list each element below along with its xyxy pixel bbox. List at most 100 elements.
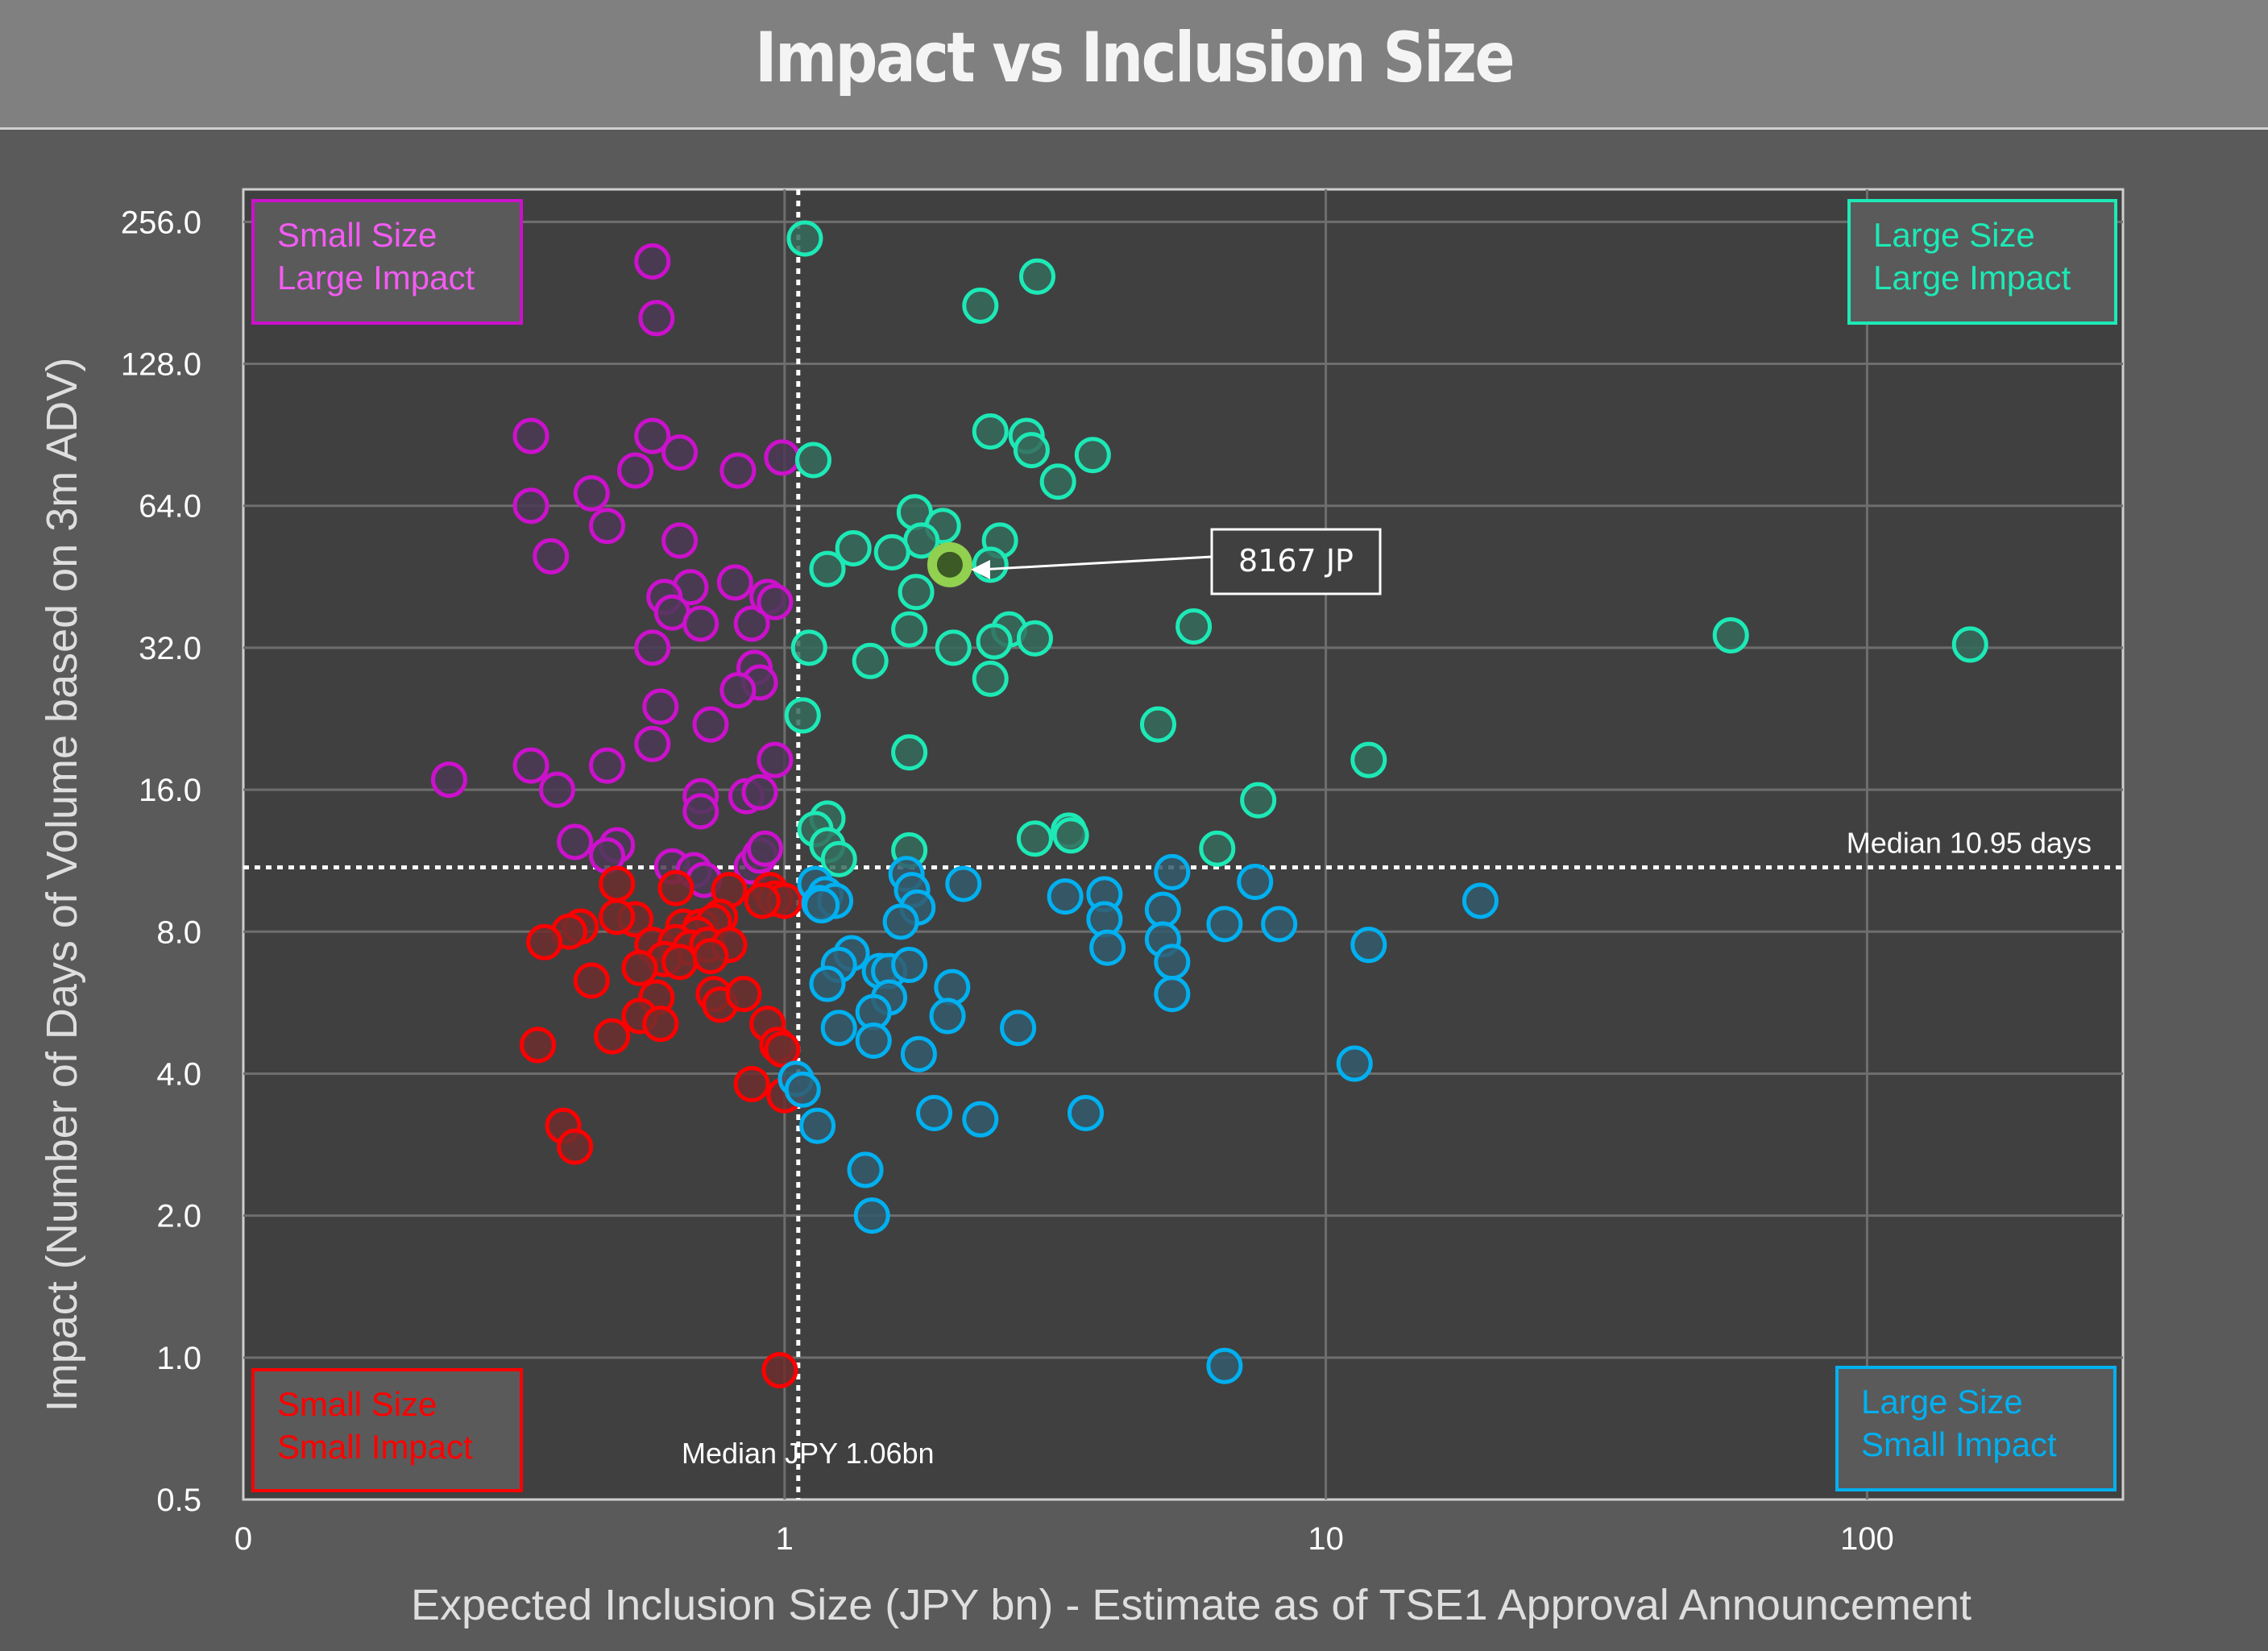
quadrant-text: Small Size	[277, 216, 437, 254]
y-tick-label: 32.0	[139, 631, 201, 666]
data-point	[900, 1035, 937, 1072]
median-y-label: Median 10.95 days	[1847, 826, 2092, 859]
quadrant-text: Large Impact	[1873, 259, 2071, 297]
callout-arrowhead-icon	[970, 559, 990, 579]
x-tick-label: 100	[1840, 1521, 1894, 1557]
data-point	[1000, 1010, 1037, 1047]
data-point	[1039, 463, 1076, 500]
data-point	[1336, 1045, 1373, 1082]
data-point	[1199, 830, 1236, 867]
data-point	[976, 623, 1013, 660]
data-point	[657, 869, 694, 906]
data-point	[1951, 626, 1988, 663]
data-point	[634, 417, 671, 454]
y-tick-label: 1.0	[156, 1341, 201, 1376]
data-point	[929, 998, 966, 1035]
data-point	[799, 1107, 836, 1144]
title-bar: Impact vs Inclusion Size	[0, 0, 2268, 130]
quadrant-text: Large Size	[1861, 1383, 2023, 1421]
data-points	[430, 220, 1988, 1389]
data-point	[1712, 616, 1749, 653]
y-tick-label: 256.0	[121, 205, 201, 240]
data-point	[1074, 437, 1111, 474]
series-large-size-large-impact	[784, 220, 1988, 877]
data-point	[1089, 929, 1126, 966]
x-tick-label: 10	[1308, 1521, 1344, 1557]
data-point	[847, 1151, 884, 1188]
data-point	[794, 442, 831, 479]
data-point	[692, 706, 729, 743]
data-point	[512, 417, 549, 454]
data-point	[898, 574, 935, 611]
data-point	[557, 823, 594, 861]
y-tick-label: 0.5	[156, 1483, 201, 1518]
highlight-point	[927, 541, 972, 587]
callout-label: 8167 JP	[1238, 543, 1354, 579]
data-point	[533, 537, 570, 575]
data-point	[820, 1010, 857, 1047]
data-point	[1013, 432, 1050, 469]
data-point	[1261, 906, 1298, 943]
data-point	[784, 1071, 821, 1108]
data-point	[430, 761, 467, 799]
data-point	[891, 734, 928, 771]
data-point	[1144, 891, 1181, 928]
quadrant-label-small-small: Small Size Small Impact	[251, 1368, 523, 1492]
y-axis-ticks: 0.5 1.0 2.0 4.0 8.0 16.0 32.0 64.0 128.0 256.0	[121, 205, 201, 1518]
x-axis-label: Expected Inclusion Size (JPY bn) - Estim…	[411, 1581, 1972, 1629]
data-point	[962, 1101, 999, 1138]
quadrant-label-large-small: Large Size Small Impact	[1835, 1366, 2117, 1491]
data-point	[855, 1022, 892, 1059]
data-point	[1018, 258, 1055, 295]
quadrant-labels: Small Size Large Impact Large Size Large Im…	[251, 199, 2117, 1492]
x-tick-label: 0	[234, 1521, 252, 1557]
data-point	[1206, 1347, 1243, 1384]
data-point	[784, 697, 821, 734]
data-point	[621, 949, 658, 986]
y-tick-label: 8.0	[156, 915, 201, 950]
data-point	[520, 1027, 557, 1064]
data-point	[661, 944, 699, 981]
data-point	[1237, 863, 1274, 900]
data-point	[634, 629, 671, 666]
y-tick-label: 4.0	[156, 1056, 201, 1092]
data-point	[972, 546, 1009, 583]
data-point	[512, 487, 549, 525]
data-point	[642, 688, 679, 725]
y-tick-label: 128.0	[121, 347, 201, 383]
data-point	[916, 1094, 953, 1131]
data-point	[1350, 741, 1387, 778]
data-point	[661, 434, 699, 471]
x-tick-label: 1	[776, 1521, 794, 1557]
series-small-size-small-impact	[520, 865, 803, 1389]
data-point	[589, 508, 626, 545]
data-point	[744, 882, 781, 919]
series-large-size-small-impact	[777, 853, 1499, 1384]
data-point	[972, 660, 1009, 697]
data-point	[1016, 620, 1053, 657]
data-point	[692, 938, 729, 975]
data-point	[809, 965, 846, 1002]
data-point	[1206, 906, 1243, 943]
quadrant-text: Large Size	[1873, 216, 2035, 254]
quadrant-text: Large Impact	[277, 259, 475, 297]
data-point	[1350, 927, 1387, 964]
data-point	[634, 243, 671, 280]
data-point	[1462, 882, 1499, 919]
data-point	[1154, 944, 1191, 981]
data-point	[761, 1352, 798, 1389]
data-point	[573, 475, 610, 512]
data-point	[634, 725, 671, 762]
data-point	[803, 887, 840, 924]
y-axis-label: Impact (Number of Days of Volume based o…	[38, 358, 86, 1412]
data-point	[746, 830, 783, 867]
data-point	[1175, 608, 1213, 645]
y-tick-label: 16.0	[139, 773, 201, 808]
callout-box	[1210, 528, 1382, 595]
data-point	[682, 605, 719, 642]
data-point	[741, 774, 778, 811]
y-tick-label: 2.0	[156, 1199, 201, 1234]
data-point	[962, 287, 999, 324]
data-point	[719, 452, 757, 489]
data-point	[835, 529, 872, 566]
